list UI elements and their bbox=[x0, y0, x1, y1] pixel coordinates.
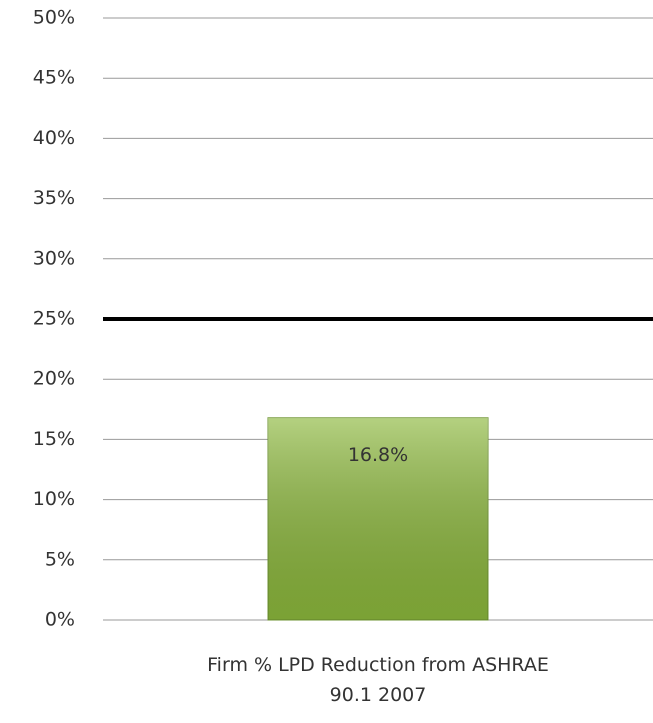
bar-shade bbox=[268, 417, 488, 620]
y-tick-label: 25% bbox=[33, 308, 75, 330]
y-tick-label: 40% bbox=[33, 127, 75, 149]
y-tick-label: 30% bbox=[33, 247, 75, 269]
y-tick-label: 10% bbox=[33, 488, 75, 510]
y-tick-label: 5% bbox=[45, 548, 75, 570]
y-tick-label: 35% bbox=[33, 187, 75, 209]
y-tick-label: 0% bbox=[45, 609, 75, 631]
value-label: 16.8% bbox=[348, 444, 408, 466]
y-tick-label: 50% bbox=[33, 7, 75, 29]
y-tick-label: 15% bbox=[33, 428, 75, 450]
y-tick-label: 20% bbox=[33, 368, 75, 390]
x-tick-label: Firm % LPD Reduction from ASHRAE 90.1 20… bbox=[207, 654, 549, 706]
y-tick-label: 45% bbox=[33, 67, 75, 89]
